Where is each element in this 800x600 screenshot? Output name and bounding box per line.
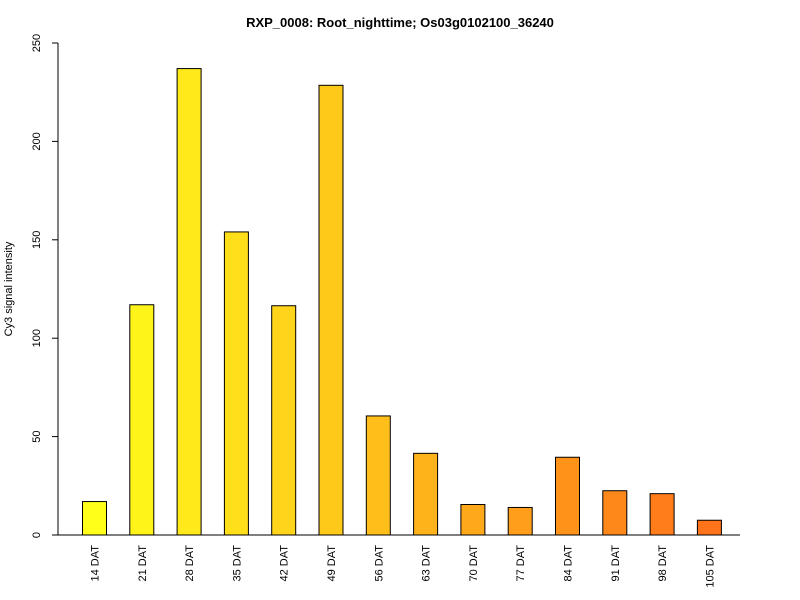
x-tick-label: 105 DAT <box>704 545 716 588</box>
bar-56-dat <box>365 415 391 536</box>
y-tick-label: 100 <box>31 329 43 347</box>
bar-105-dat <box>696 519 722 536</box>
x-tick-label: 63 DAT <box>421 545 433 582</box>
bar-21-dat <box>129 304 155 536</box>
y-tick-label: 0 <box>31 532 43 538</box>
y-tick-label: 150 <box>31 231 43 249</box>
y-tick-label: 200 <box>31 132 43 150</box>
x-tick-label: 70 DAT <box>468 545 480 582</box>
bar-49-dat <box>318 84 344 536</box>
x-tick-label: 91 DAT <box>610 545 622 582</box>
bar-14-dat <box>82 501 107 536</box>
bar-77-dat <box>507 506 533 536</box>
bars-group <box>82 68 722 536</box>
y-tick-label: 250 <box>31 34 43 52</box>
bar-42-dat <box>271 305 297 536</box>
bar-28-dat <box>176 68 202 536</box>
bar-98-dat <box>649 493 675 536</box>
x-tick-label: 98 DAT <box>657 545 669 582</box>
bar-70-dat <box>460 503 486 536</box>
y-tick-label: 50 <box>31 430 43 442</box>
x-tick-label: 14 DAT <box>90 545 102 582</box>
bar-63-dat <box>413 452 439 536</box>
bar-35-dat <box>223 231 249 536</box>
y-axis-ticks: 0 50 100 150 200 250 <box>31 34 58 538</box>
bar-91-dat <box>602 490 628 536</box>
x-axis-tick-labels: 14 DAT 21 DAT 28 DAT 35 DAT 42 DAT 49 DAT 56 D… <box>90 545 717 588</box>
x-tick-label: 28 DAT <box>184 545 196 582</box>
x-tick-label: 35 DAT <box>231 545 243 582</box>
x-tick-label: 21 DAT <box>137 545 149 582</box>
bar-84-dat <box>555 456 580 536</box>
chart-title: RXP_0008: Root_nighttime; Os03g0102100_3… <box>246 15 554 30</box>
x-tick-label: 49 DAT <box>326 545 338 582</box>
x-tick-label: 56 DAT <box>373 545 385 582</box>
x-tick-label: 77 DAT <box>515 545 527 582</box>
y-axis-label: Cy3 signal intensity <box>3 241 15 336</box>
x-tick-label: 84 DAT <box>563 545 575 582</box>
x-tick-label: 42 DAT <box>279 545 291 582</box>
